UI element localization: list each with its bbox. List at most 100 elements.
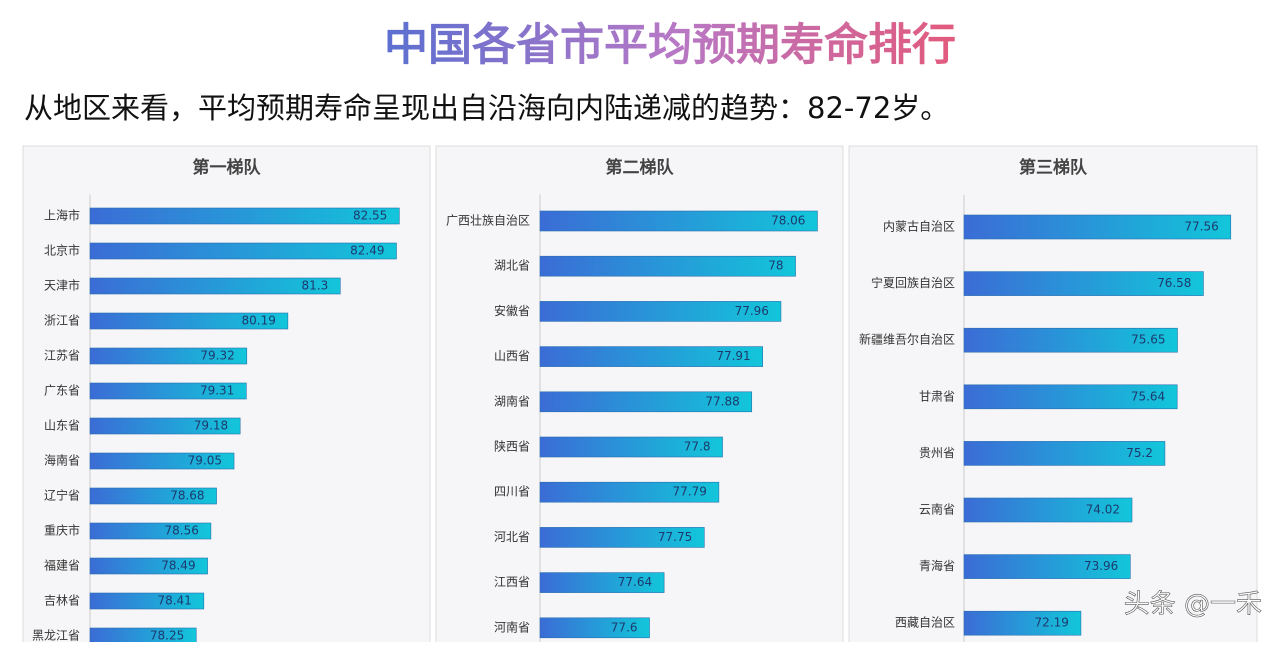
category-label: 黑龙江省 xyxy=(32,629,80,643)
category-label: 青海省 xyxy=(919,558,955,573)
value-label: 80.19 xyxy=(242,314,276,328)
category-label: 河北省 xyxy=(494,530,530,544)
bar xyxy=(539,527,705,548)
value-label: 78.56 xyxy=(165,524,199,538)
bar xyxy=(539,617,650,639)
category-label: 甘肃省 xyxy=(919,389,955,403)
value-label: 76.58 xyxy=(1157,276,1191,290)
bar xyxy=(89,242,397,260)
value-label: 78.06 xyxy=(771,214,805,228)
category-label: 安徽省 xyxy=(494,303,530,318)
bar xyxy=(89,487,217,505)
bar xyxy=(963,497,1133,523)
category-label: 辽宁省 xyxy=(44,488,80,503)
category-label: 浙江省 xyxy=(44,314,80,328)
category-label: 福建省 xyxy=(44,558,80,573)
bar xyxy=(89,522,212,540)
category-label: 湖南省 xyxy=(494,393,530,408)
value-label: 77.64 xyxy=(618,575,652,589)
category-label: 河南省 xyxy=(494,619,530,634)
page-title: 中国各省市平均预期寿命排行 xyxy=(384,20,956,71)
bar xyxy=(963,441,1166,466)
bar xyxy=(539,301,782,322)
bar xyxy=(539,572,665,593)
category-label: 重庆市 xyxy=(44,523,80,538)
value-label: 77.8 xyxy=(684,440,711,454)
value-label: 72.19 xyxy=(1035,616,1069,630)
bar xyxy=(963,327,1178,353)
bar xyxy=(89,452,235,470)
value-label: 79.18 xyxy=(194,419,228,433)
chart-title: 第一梯队 xyxy=(193,157,262,178)
value-label: 81.3 xyxy=(302,279,329,293)
bar xyxy=(963,384,1178,410)
value-label: 78.68 xyxy=(170,489,204,503)
bar xyxy=(89,312,289,330)
value-label: 77.91 xyxy=(716,349,750,363)
value-label: 75.2 xyxy=(1126,446,1153,460)
category-label: 山西省 xyxy=(494,349,530,363)
category-label: 吉林省 xyxy=(44,594,80,608)
value-label: 73.96 xyxy=(1084,559,1118,573)
category-label: 天津市 xyxy=(44,278,80,293)
category-label: 西藏自治区 xyxy=(895,616,955,630)
value-label: 79.05 xyxy=(188,454,222,468)
category-label: 广西壮族自治区 xyxy=(446,214,530,228)
value-label: 77.75 xyxy=(658,530,692,544)
bar xyxy=(89,347,248,365)
category-label: 海南省 xyxy=(44,453,80,468)
value-label: 77.88 xyxy=(705,394,739,408)
category-label: 四川省 xyxy=(494,485,530,499)
bar xyxy=(539,255,796,277)
watermark: 头条 @一禾 xyxy=(1124,590,1262,620)
value-label: 78 xyxy=(768,259,783,273)
subtitle: 从地区来看，平均预期寿命呈现出自沿海向内陆递减的趋势：82-72岁。 xyxy=(24,91,949,125)
value-label: 78.41 xyxy=(157,594,191,608)
bar xyxy=(539,210,818,232)
category-label: 湖北省 xyxy=(494,258,530,273)
chart-title: 第二梯队 xyxy=(606,157,675,178)
value-label: 79.31 xyxy=(200,384,234,398)
bar xyxy=(539,346,763,367)
category-label: 上海市 xyxy=(44,208,80,223)
value-label: 75.64 xyxy=(1131,389,1165,403)
value-label: 78.25 xyxy=(150,629,184,643)
bar xyxy=(539,481,720,503)
value-label: 77.79 xyxy=(673,485,707,499)
chart-title: 第三梯队 xyxy=(1019,157,1088,178)
category-label: 贵州省 xyxy=(919,446,955,460)
category-label: 内蒙古自治区 xyxy=(883,219,955,234)
bar xyxy=(963,271,1204,296)
value-label: 79.32 xyxy=(200,349,234,363)
value-label: 77.56 xyxy=(1184,220,1218,234)
value-label: 75.65 xyxy=(1131,333,1165,347)
bar xyxy=(539,391,753,413)
bar xyxy=(89,557,208,575)
bar xyxy=(89,592,205,610)
bar xyxy=(89,382,247,400)
category-label: 江苏省 xyxy=(44,349,80,363)
bar xyxy=(963,214,1232,240)
bar xyxy=(539,436,723,458)
category-label: 江西省 xyxy=(494,575,530,589)
value-label: 82.49 xyxy=(350,244,384,258)
value-label: 77.6 xyxy=(611,620,638,634)
category-label: 北京市 xyxy=(44,243,80,258)
value-label: 78.49 xyxy=(161,559,195,573)
value-label: 74.02 xyxy=(1086,503,1120,517)
category-label: 云南省 xyxy=(919,502,955,517)
category-label: 新疆维吾尔自治区 xyxy=(859,332,955,347)
category-label: 宁夏回族自治区 xyxy=(871,275,955,290)
value-label: 77.96 xyxy=(735,304,769,318)
category-label: 山东省 xyxy=(44,419,80,433)
category-label: 广东省 xyxy=(44,384,80,398)
category-label: 陕西省 xyxy=(494,439,530,454)
bar xyxy=(89,277,341,295)
value-label: 82.55 xyxy=(353,209,387,223)
bar xyxy=(963,610,1082,636)
